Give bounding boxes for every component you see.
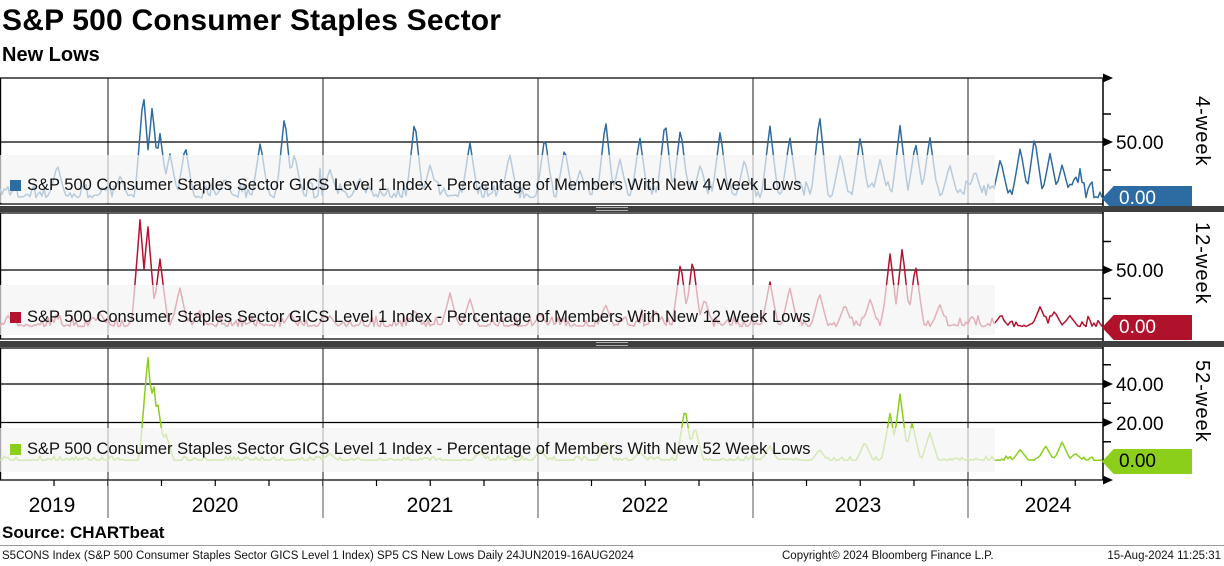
legend-swatch-52week-icon — [10, 444, 21, 455]
xtick-2019: 2019 — [28, 494, 76, 517]
xtick-2024: 2024 — [1024, 494, 1072, 517]
legend-band-52week — [0, 428, 995, 472]
page-title: S&P 500 Consumer Staples Sector — [2, 4, 502, 37]
ytick-52week-40: 40.00 — [1116, 375, 1164, 396]
xtick-2020: 2020 — [191, 494, 239, 517]
legend-12week: S&P 500 Consumer Staples Sector GICS Lev… — [10, 308, 811, 327]
footer-divider — [0, 545, 1224, 546]
xtick-2022: 2022 — [621, 494, 669, 517]
source-line: Source: CHARTbeat — [2, 523, 165, 542]
last-value-tag-12week: 0.00 — [1102, 315, 1192, 340]
legend-label-12week: S&P 500 Consumer Staples Sector GICS Lev… — [27, 308, 811, 326]
legend-band-4week — [0, 155, 995, 203]
ytick-4week-50: 50.00 — [1116, 133, 1164, 154]
legend-swatch-12week-icon — [10, 312, 21, 323]
legend-4week: S&P 500 Consumer Staples Sector GICS Lev… — [10, 176, 801, 195]
page-subtitle: New Lows — [2, 44, 100, 66]
xtick-2021: 2021 — [406, 494, 454, 517]
ytick-12week-50: 50.00 — [1116, 261, 1164, 282]
panel-divider-1 — [0, 206, 1224, 212]
footer-ticker-info: S5CONS Index (S&P 500 Consumer Staples S… — [2, 550, 634, 562]
legend-swatch-4week-icon — [10, 180, 21, 191]
panel-divider-2-handle-icon[interactable] — [596, 342, 628, 346]
ytick-52week-20: 20.00 — [1116, 414, 1164, 435]
legend-band-12week — [0, 285, 995, 335]
panel-label-52week: 52-week — [1191, 360, 1213, 443]
legend-label-4week: S&P 500 Consumer Staples Sector GICS Lev… — [27, 176, 802, 194]
footer-timestamp: 15-Aug-2024 11:25:31 — [1107, 550, 1221, 562]
legend-label-52week: S&P 500 Consumer Staples Sector GICS Lev… — [27, 440, 811, 458]
panel-label-4week: 4-week — [1191, 96, 1213, 167]
last-value-tag-52week: 0.00 — [1102, 449, 1192, 474]
panel-label-12week: 12-week — [1191, 222, 1213, 305]
panel-divider-2 — [0, 341, 1224, 347]
panel-divider-1-handle-icon[interactable] — [596, 207, 628, 211]
footer-copyright: Copyright© 2024 Bloomberg Finance L.P. — [782, 550, 994, 562]
xtick-2023: 2023 — [834, 494, 882, 517]
legend-52week: S&P 500 Consumer Staples Sector GICS Lev… — [10, 440, 811, 459]
